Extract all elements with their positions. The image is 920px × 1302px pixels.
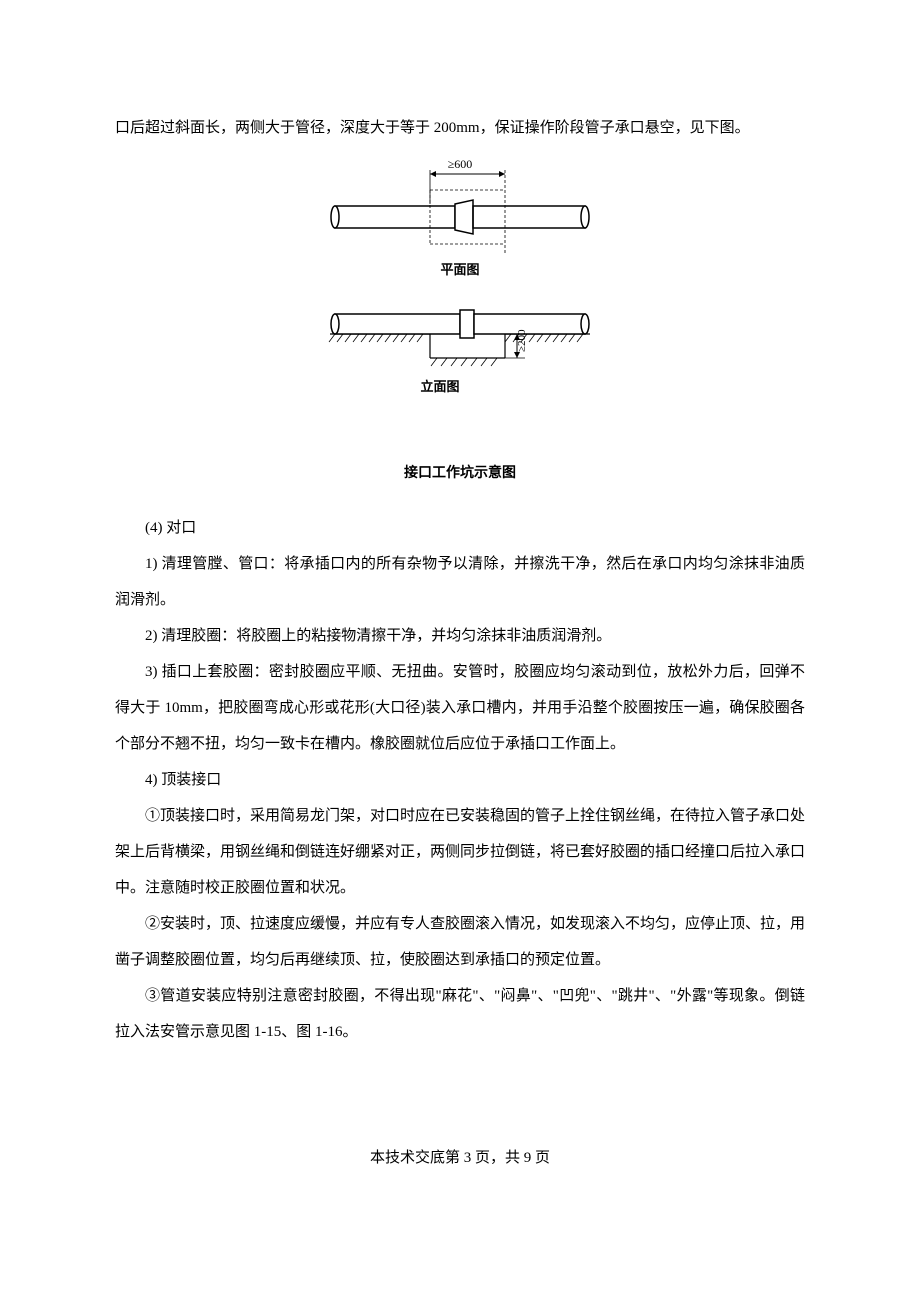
section4-p7: ③管道安装应特别注意密封胶圈，不得出现"麻花"、"闷鼻"、"凹兜"、"跳井"、"…: [115, 978, 805, 1050]
section4-title: (4) 对口: [115, 510, 805, 546]
dim-right-text: ≥200: [516, 329, 528, 352]
diagram-caption: 接口工作坑示意图: [115, 456, 805, 490]
plan-elevation-diagram: ≥600 平面图: [325, 156, 595, 426]
section4-p1: 1) 清理管膛、管口：将承插口内的所有杂物予以清除，并擦洗干净，然后在承口内均匀…: [115, 546, 805, 618]
section4-p5: ①顶装接口时，采用简易龙门架，对口时应在已安装稳固的管子上拴住钢丝绳，在待拉入管…: [115, 798, 805, 906]
plan-label: 平面图: [440, 262, 479, 277]
section4-p6: ②安装时，顶、拉速度应缓慢，并应有专人查胶圈滚入情况，如发现滚入不均匀，应停止顶…: [115, 906, 805, 978]
section4-p4: 4) 顶装接口: [115, 762, 805, 798]
elev-label: 立面图: [420, 379, 459, 394]
section4-p3: 3) 插口上套胶圈：密封胶圈应平顺、无扭曲。安管时，胶圈应均匀滚动到位，放松外力…: [115, 654, 805, 762]
page-footer: 本技术交底第 3 页，共 9 页: [115, 1140, 805, 1176]
diagram-container: ≥600 平面图: [115, 156, 805, 490]
section4-p2: 2) 清理胶圈：将胶圈上的粘接物清擦干净，并均匀涂抹非油质润滑剂。: [115, 618, 805, 654]
intro-paragraph: 口后超过斜面长，两侧大于管径，深度大于等于 200mm，保证操作阶段管子承口悬空…: [115, 110, 805, 146]
dim-top-text: ≥600: [448, 157, 473, 171]
